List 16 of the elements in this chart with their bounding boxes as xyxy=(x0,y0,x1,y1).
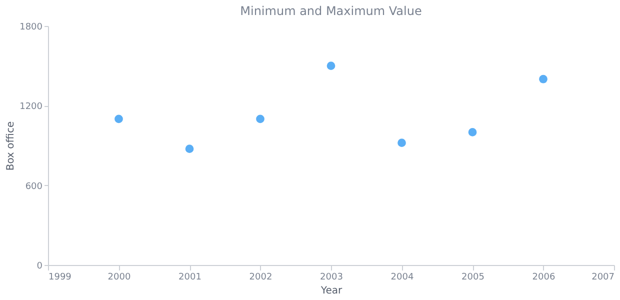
y-tick-label: 0 xyxy=(36,262,43,272)
x-tick-label: 2000 xyxy=(108,272,131,282)
x-axis-title: Year xyxy=(320,286,343,296)
x-tick-label: 2004 xyxy=(390,272,414,282)
chart-title: Minimum and Maximum Value xyxy=(240,4,422,18)
x-tick-label: 2007 xyxy=(592,272,614,282)
y-tick-label: 600 xyxy=(25,182,43,192)
x-tick-label: 2002 xyxy=(249,272,272,282)
x-tick-label: 2005 xyxy=(462,272,484,282)
x-tick-label: 1999 xyxy=(48,272,72,282)
x-tick-label: 2006 xyxy=(532,272,556,282)
x-tick-label: 2001 xyxy=(178,272,202,282)
y-tick-label: 1800 xyxy=(20,22,43,32)
y-tick-label: 1200 xyxy=(20,102,43,112)
x-tick-label: 2003 xyxy=(320,272,343,282)
y-axis-title: Box office xyxy=(6,121,17,171)
